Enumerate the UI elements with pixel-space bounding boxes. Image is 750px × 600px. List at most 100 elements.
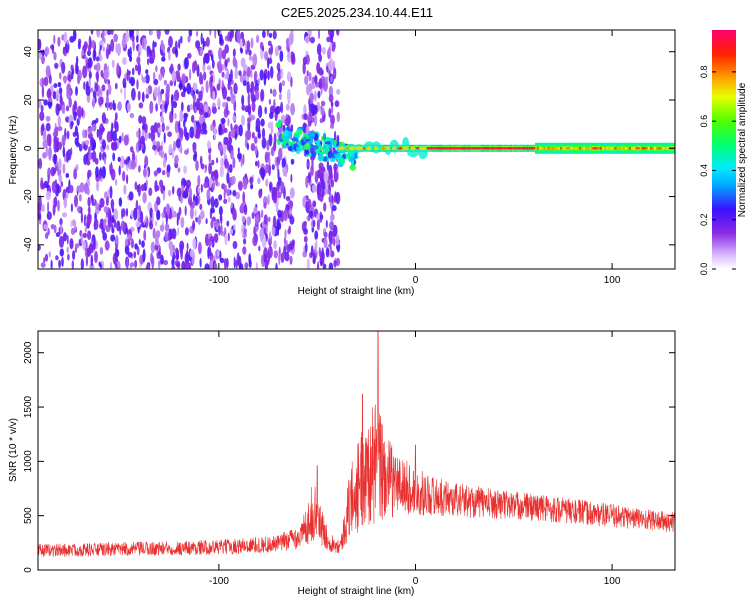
spectrogram-cell (303, 143, 311, 151)
spectrogram-cell (120, 88, 123, 94)
spectrogram-cell (260, 118, 265, 127)
spectrogram-cell (662, 147, 665, 150)
spectrogram-cell (87, 206, 91, 214)
spectrogram-cell (161, 170, 166, 176)
spectrogram-cell (512, 147, 515, 150)
spectrogram-cell (258, 188, 263, 199)
spectrogram-cell (59, 218, 63, 226)
spectrogram-cell (246, 40, 251, 52)
spectrogram-cell (87, 127, 93, 134)
x-tick-label: 0 (413, 576, 419, 587)
spectrogram-cell (88, 152, 92, 161)
spectrogram-cell (614, 147, 617, 150)
spectrogram-cell (220, 157, 225, 167)
spectrogram-cell (101, 112, 106, 124)
spectrogram-cell (68, 184, 74, 194)
spectrogram-cell (333, 67, 337, 80)
spectrogram-cell (48, 74, 52, 85)
spectrogram-cell (213, 169, 219, 179)
spectrogram-cell (145, 93, 149, 99)
spectrogram-cell (102, 232, 107, 241)
spectrogram-cell (330, 138, 335, 144)
spectrogram-cell (288, 141, 292, 146)
spectrogram-cell (55, 255, 59, 261)
spectrogram-cell (63, 31, 68, 44)
spectrogram-cell (232, 115, 236, 122)
spectrogram-cell (102, 46, 106, 52)
spectrogram-cell (328, 59, 334, 72)
spectrogram-cell (240, 157, 243, 168)
spectrogram-cell (314, 90, 317, 102)
spectrogram-cell (430, 147, 434, 150)
spectrogram-cell (88, 243, 94, 251)
spectrogram-cell (562, 147, 565, 150)
spectrogram-cell (106, 131, 112, 143)
spectrogram-cell (224, 233, 228, 246)
spectrogram-cell (75, 86, 78, 96)
spectrogram-cell (188, 30, 193, 37)
spectrogram-cell (654, 147, 657, 150)
spectrogram-cell (314, 140, 321, 144)
spectrogram-cell (248, 259, 252, 268)
spectrogram-cell (197, 186, 200, 193)
spectrogram-cell (44, 253, 49, 262)
spectrogram-cell (289, 187, 295, 199)
spectrogram-cell (325, 247, 330, 258)
spectrogram-cell (235, 259, 238, 269)
spectrogram-cell (313, 114, 318, 127)
spectrogram-cell (349, 164, 357, 171)
spectrogram-cell (205, 218, 208, 225)
spectrogram-cell (55, 103, 60, 116)
spectrogram-cell (153, 122, 159, 133)
spectrogram-cell (253, 206, 258, 215)
spectrogram-cell (280, 181, 285, 194)
spectrogram-cell (264, 106, 268, 115)
spectrogram-cell (178, 38, 181, 49)
spectrogram-cell (193, 122, 197, 135)
spectrogram-cell (111, 59, 115, 68)
spectrogram-cell (296, 146, 300, 151)
spectrogram-cell (196, 30, 198, 37)
spectrogram-cell (278, 82, 282, 94)
spectrogram-cell (57, 126, 63, 132)
spectrogram-cell (122, 170, 126, 182)
colorbar-tick-label: 0.0 (699, 263, 709, 276)
spectrogram-cell (193, 98, 196, 111)
spectrogram-cell (230, 93, 236, 105)
colorbar-tick-label: 0.6 (699, 115, 709, 128)
spectrogram-cell (649, 147, 653, 150)
spectrogram-cell (154, 220, 158, 227)
spectrogram-cell (320, 100, 326, 107)
spectrogram-cell (510, 147, 513, 150)
spectrogram-cell (110, 198, 115, 210)
spectrogram-cell (126, 174, 129, 185)
spectrogram-cell (87, 196, 91, 207)
spectrogram-cell (110, 38, 115, 52)
spectrogram-cell (250, 89, 255, 101)
spectrogram-cell (213, 262, 218, 269)
spectrogram-cell (520, 147, 523, 150)
spectrogram-cell (40, 124, 43, 137)
spectrogram-cell (545, 147, 548, 150)
spectrogram-cell (192, 143, 197, 154)
spectrogram-cell (238, 70, 242, 76)
spectrogram-cell (184, 227, 189, 236)
spectrogram-cell (212, 180, 216, 191)
spectrogram-cell (243, 238, 247, 245)
spectrogram-cell (134, 260, 138, 268)
spectrogram-cell (70, 220, 73, 228)
spectrogram-cell (209, 236, 215, 242)
spectrogram-cell (109, 101, 113, 111)
spectrogram-cell (138, 102, 144, 109)
spectrogram-cell (250, 37, 254, 49)
spectrogram-cell (84, 129, 88, 139)
spectrogram-cell (218, 225, 221, 236)
spectrogram-cell (652, 147, 655, 150)
spectrogram-cell (242, 153, 245, 165)
spectrogram-cell (269, 111, 274, 120)
spectrogram-cell (85, 254, 88, 267)
spectrogram-cell (212, 90, 216, 101)
spectrogram-cell (141, 129, 145, 138)
spectrogram-cell (99, 247, 104, 255)
